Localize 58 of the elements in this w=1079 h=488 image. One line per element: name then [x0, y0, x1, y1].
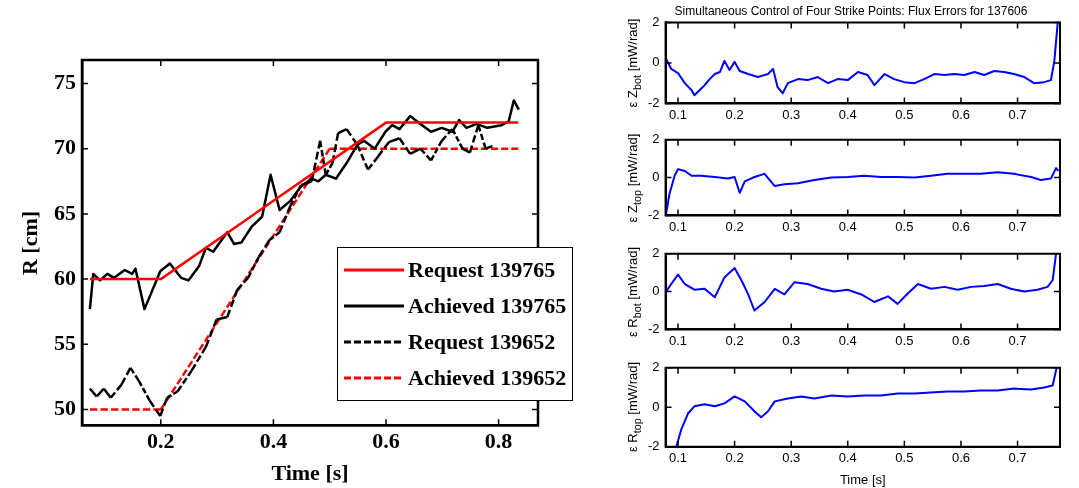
- x-axis-title: Time [s]: [839, 471, 886, 487]
- x-axis-title: Time [s]: [271, 460, 349, 486]
- y-tick-label: 65: [54, 199, 76, 225]
- y-tick-label: 2: [652, 13, 660, 29]
- x-tick-label: 0.1: [668, 218, 688, 234]
- x-tick-label: 0.7: [1008, 218, 1027, 234]
- x-tick-label: 0.6: [951, 450, 970, 466]
- y-tick-label: 60: [54, 264, 76, 290]
- y-tick-label: 0: [652, 169, 660, 185]
- x-tick-label: 0.2: [725, 332, 744, 348]
- y-tick-label: 55: [54, 330, 76, 356]
- y-tick-label: 70: [54, 134, 76, 160]
- x-tick-label: 0.3: [782, 218, 801, 234]
- x-tick-label: 0.7: [1008, 450, 1027, 466]
- y-tick-label: 0: [652, 283, 660, 299]
- x-tick-label: 0.1: [668, 106, 688, 122]
- y-tick-label: 0: [652, 398, 660, 414]
- x-tick-label: 0.5: [895, 332, 914, 348]
- y-tick-label: 2: [652, 131, 660, 147]
- chart-title: Simultaneous Control of Four Strike Points: Flux Errors for 137606: [674, 3, 1028, 18]
- x-tick-label: 0.2: [725, 218, 744, 234]
- x-tick-label: 0.7: [1008, 332, 1027, 348]
- x-tick-label: 0.3: [782, 332, 801, 348]
- x-tick-label: 0.8: [484, 428, 513, 454]
- y-axis-title: R [cm]: [17, 210, 43, 275]
- y-tick-label: -2: [648, 320, 660, 336]
- y-tick-label: -2: [648, 94, 660, 110]
- y-tick-label: 75: [54, 69, 76, 95]
- x-tick-label: 0.6: [951, 332, 970, 348]
- x-tick-label: 0.4: [838, 450, 857, 466]
- x-tick-label: 0.2: [725, 106, 744, 122]
- legend-label: Achieved 139652: [408, 365, 567, 392]
- x-tick-label: 0.7: [1008, 106, 1027, 122]
- x-tick-label: 0.2: [147, 428, 175, 454]
- y-tick-label: 0: [652, 54, 660, 70]
- x-tick-label: 0.4: [838, 218, 857, 234]
- x-tick-label: 0.5: [895, 450, 914, 466]
- x-tick-label: 0.5: [895, 106, 914, 122]
- y-tick-label: 50: [54, 395, 76, 421]
- x-tick-label: 0.6: [951, 106, 970, 122]
- x-tick-label: 0.3: [782, 106, 801, 122]
- legend-label: Request 139765: [408, 257, 556, 284]
- x-tick-label: 0.6: [372, 428, 400, 454]
- legend-label: Achieved 139765: [408, 293, 567, 320]
- y-tick-label: 2: [652, 245, 660, 261]
- y-tick-label: 2: [652, 359, 660, 375]
- x-tick-label: 0.4: [259, 428, 288, 454]
- x-tick-label: 0.1: [668, 332, 688, 348]
- legend-label: Request 139652: [408, 329, 556, 356]
- x-tick-label: 0.3: [782, 450, 801, 466]
- x-tick-label: 0.4: [838, 332, 857, 348]
- y-tick-label: -2: [648, 206, 660, 222]
- y-tick-label: -2: [648, 438, 660, 454]
- x-tick-label: 0.2: [725, 450, 744, 466]
- x-tick-label: 0.4: [838, 106, 857, 122]
- x-tick-label: 0.5: [895, 218, 914, 234]
- x-tick-label: 0.6: [951, 218, 970, 234]
- x-tick-label: 0.1: [668, 450, 688, 466]
